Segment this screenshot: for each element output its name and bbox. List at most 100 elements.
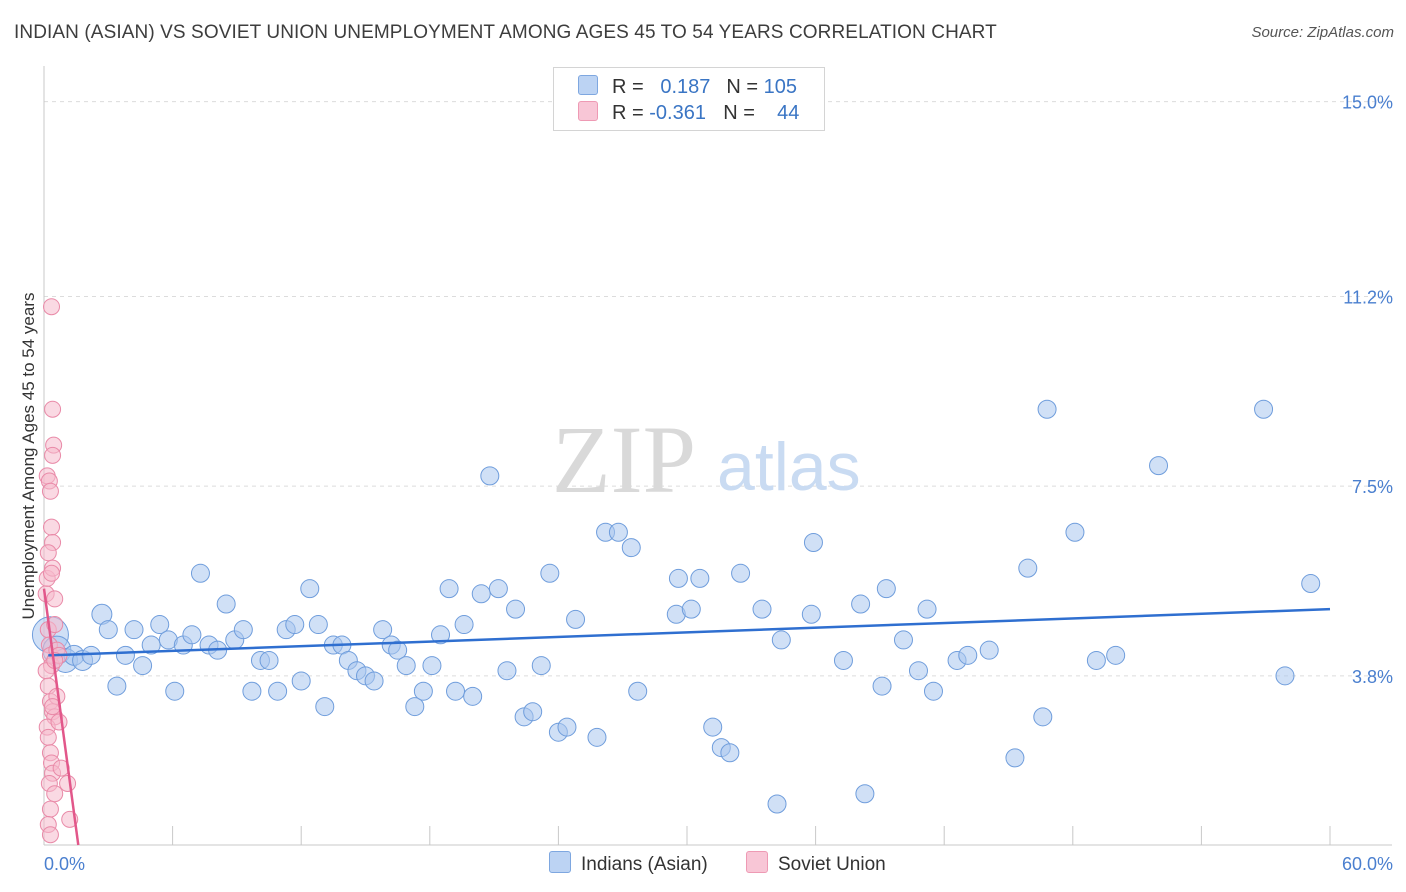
point-indians <box>454 615 474 635</box>
point-indians <box>242 681 262 701</box>
point-indians <box>893 630 913 650</box>
point-indians <box>300 579 320 599</box>
point-indians <box>388 640 408 660</box>
point-soviet <box>46 785 64 803</box>
point-indians <box>259 650 279 670</box>
point-indians <box>1033 707 1053 727</box>
point-soviet <box>44 400 62 418</box>
point-indians <box>115 645 135 665</box>
chart-title: INDIAN (ASIAN) VS SOVIET UNION UNEMPLOYM… <box>14 22 997 43</box>
point-indians <box>285 615 305 635</box>
point-indians <box>1301 574 1321 594</box>
point-indians <box>1065 522 1085 542</box>
point-soviet <box>41 826 59 844</box>
point-soviet <box>44 446 62 464</box>
legend-label-soviet: Soviet Union <box>778 854 886 875</box>
point-indians <box>182 625 202 645</box>
point-indians <box>463 686 483 706</box>
point-soviet <box>50 713 68 731</box>
point-indians <box>431 625 451 645</box>
legend-item-indians: Indians (Asian) <box>549 851 708 876</box>
point-indians <box>771 630 791 650</box>
point-indians <box>81 645 101 665</box>
point-indians <box>681 599 701 619</box>
point-indians <box>291 671 311 691</box>
point-indians <box>690 568 710 588</box>
legend-r-label: R = <box>612 76 644 98</box>
point-indians <box>803 533 823 553</box>
point-indians <box>720 743 740 763</box>
point-indians <box>405 697 425 717</box>
point-indians <box>833 650 853 670</box>
point-indians <box>1275 666 1295 686</box>
legend-row-indians: R = 0.187 N = 105 <box>578 75 797 99</box>
point-indians <box>216 594 236 614</box>
legend-r-value: -0.361 <box>649 102 706 124</box>
point-indians <box>1086 650 1106 670</box>
stats-legend: R = 0.187 N = 105 R = -0.361 N = 44 <box>553 67 825 131</box>
watermark-zip: ZIP <box>552 406 696 513</box>
point-indians <box>1018 558 1038 578</box>
point-indians <box>439 579 459 599</box>
point-indians <box>958 645 978 665</box>
point-soviet <box>41 800 59 818</box>
point-soviet <box>43 518 61 536</box>
point-indians <box>165 681 185 701</box>
point-indians <box>268 681 288 701</box>
point-indians <box>851 594 871 614</box>
tick-labels: 3.8% 7.5% 11.2% 15.0% 0.0% 60.0% <box>44 93 1393 874</box>
point-indians <box>872 676 892 696</box>
point-indians <box>752 599 772 619</box>
legend-n-label: N = <box>723 102 755 124</box>
trend-line-soviet <box>42 588 80 846</box>
point-indians <box>488 579 508 599</box>
watermark-atlas: atlas <box>717 429 861 505</box>
trend-line-indians <box>48 607 1331 657</box>
point-indians <box>566 609 586 629</box>
point-indians <box>150 615 170 635</box>
point-indians <box>124 620 144 640</box>
point-indians <box>557 717 577 737</box>
point-indians <box>855 784 875 804</box>
point-indians <box>413 681 433 701</box>
legend-swatch-blue <box>578 75 598 95</box>
source-label: Source: ZipAtlas.com <box>1251 24 1394 41</box>
point-indians <box>917 599 937 619</box>
y-tick-label: 3.8% <box>1352 667 1393 687</box>
point-indians <box>364 671 384 691</box>
point-indians <box>668 568 688 588</box>
axes <box>43 66 1392 846</box>
grid-lines <box>44 101 1392 677</box>
legend-swatch-blue <box>549 851 571 873</box>
point-indians <box>308 615 328 635</box>
point-soviet <box>41 482 59 500</box>
point-indians <box>523 702 543 722</box>
point-indians <box>876 579 896 599</box>
legend-r-value: 0.187 <box>660 76 711 98</box>
point-soviet <box>59 774 77 792</box>
point-indians <box>979 640 999 660</box>
point-indians <box>628 681 648 701</box>
y-axis-label: Unemployment Among Ages 45 to 54 years <box>19 293 38 620</box>
y-tick-label: 7.5% <box>1352 477 1393 497</box>
x-tick-label-min: 0.0% <box>44 854 85 874</box>
point-indians <box>446 681 466 701</box>
point-indians <box>801 604 821 624</box>
point-indians <box>190 563 210 583</box>
y-tick-label: 11.2% <box>1343 287 1393 307</box>
point-indians <box>587 727 607 747</box>
legend-item-soviet: Soviet Union <box>746 851 886 876</box>
point-soviet <box>39 728 57 746</box>
point-indians <box>908 661 928 681</box>
legend-label-indians: Indians (Asian) <box>581 854 708 875</box>
point-indians <box>422 656 442 676</box>
point-soviet <box>43 298 61 316</box>
point-indians <box>608 522 628 542</box>
legend-n-label: N = <box>726 76 759 98</box>
point-indians <box>1254 399 1274 419</box>
point-indians <box>373 620 393 640</box>
point-indians <box>497 661 517 681</box>
point-indians <box>506 599 526 619</box>
legend-n-value: 44 <box>777 102 800 124</box>
